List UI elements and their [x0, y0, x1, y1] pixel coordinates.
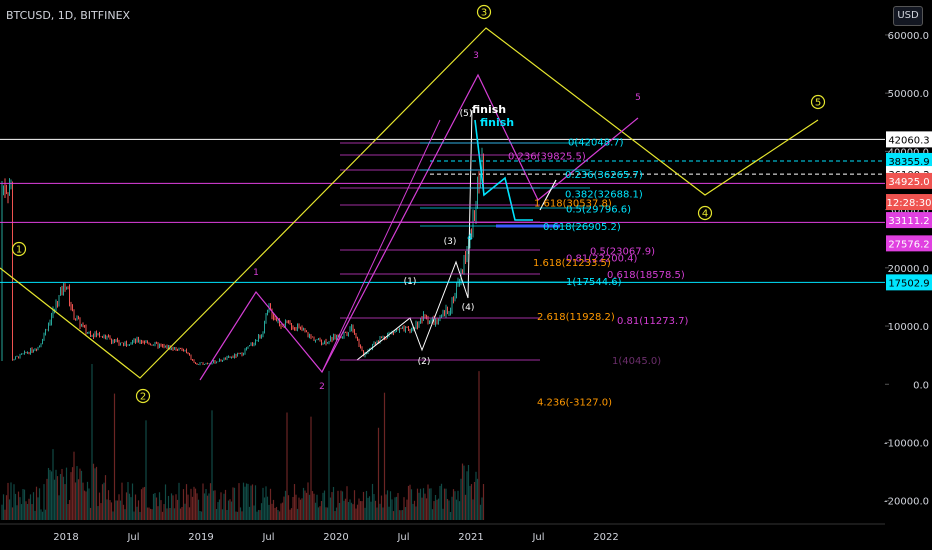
wave-label: (3)	[444, 237, 457, 247]
symbol-label: BTCUSD, 1D, BITFINEX	[6, 9, 131, 22]
wave-circle	[476, 4, 492, 20]
y-tick-label: 40000.0	[888, 147, 929, 158]
fib-label: 1.618(21233.5)	[533, 258, 611, 269]
x-tick-label: 2018	[53, 532, 78, 543]
fib-label: 0.382(32688.1)	[565, 189, 643, 200]
price-tag-bg	[886, 152, 932, 169]
price-tag: 33111.2	[888, 216, 929, 227]
fib-label: 0.618(26905.2)	[543, 222, 621, 233]
x-tick-label: Jul	[126, 532, 139, 543]
wave-label: 2	[140, 392, 146, 403]
annotation-finish: finish	[480, 116, 514, 129]
x-tick-label: 2022	[593, 532, 618, 543]
fib-label: 2.618(11928.2)	[537, 312, 615, 323]
price-tags: 42060.338355.936100.234925.012:28:303311…	[886, 131, 932, 291]
x-tick-label: Jul	[531, 532, 544, 543]
fib-label: 0.81(22200.4)	[566, 253, 638, 264]
wave-circle	[135, 388, 151, 404]
fib-label: 0.5(23067.9)	[590, 246, 655, 257]
subwave-path	[356, 109, 473, 361]
x-tick-label: Jul	[396, 532, 409, 543]
price-tag: 38355.9	[888, 157, 929, 168]
horizontal-levels	[0, 138, 885, 283]
y-tick-label: -20000.0	[884, 497, 929, 508]
y-tick-label: 10000.0	[888, 322, 929, 333]
volume-bars	[1, 363, 485, 520]
time-axis[interactable]: 2018 Jul 2019 Jul 2020 Jul 2021 Jul 2022	[0, 523, 885, 543]
wave-label: 5	[635, 93, 641, 103]
major-wave-path	[0, 27, 819, 379]
fib-labels: 0(42048.7) 0.236(36265.7) 0.382(32688.1) 0.…	[472, 103, 689, 409]
wave-label: 3	[473, 51, 479, 61]
wave-label: 2	[319, 382, 325, 392]
y-tick-label: 50000.0	[888, 89, 929, 100]
price-tag-bg	[886, 172, 932, 189]
wave-label: (4)	[462, 303, 475, 313]
wave-circle	[11, 241, 27, 257]
wave-label: (1)	[404, 277, 417, 287]
fib-label: 0.81(11273.7)	[617, 316, 689, 327]
x-tick-label: 2019	[188, 532, 213, 543]
price-tag-bg	[886, 235, 932, 252]
y-tick-label: -10000.0	[884, 438, 929, 449]
annotation-finish: finish	[472, 103, 506, 116]
fib-label: 0(42048.7)	[568, 137, 624, 148]
x-tick-label: 2020	[323, 532, 348, 543]
y-tick-label: 0.0	[913, 380, 929, 391]
price-tag-bg	[886, 194, 932, 211]
fib-label: 1(4045.0)	[612, 356, 661, 367]
wave-circle	[697, 205, 713, 221]
wave-label: (5)	[460, 109, 473, 119]
wave-label: 4	[702, 209, 708, 220]
fib-label: 1.618(30537.8)	[534, 199, 612, 210]
price-series	[1, 147, 484, 366]
price-tag: 12:28:30	[887, 198, 932, 209]
y-tick-label: 30000.0	[888, 206, 929, 217]
minor-wave-path	[199, 73, 639, 381]
wave-label: 1	[16, 245, 22, 256]
price-tag: 34925.0	[888, 177, 929, 188]
x-tick-label: Jul	[261, 532, 274, 543]
price-tag: 42060.3	[888, 135, 929, 146]
wave-label: (2)	[418, 357, 431, 367]
y-tick-label: 20000.0	[888, 264, 929, 275]
fib-label: 0.236(39825.5)	[508, 151, 586, 162]
currency-button[interactable]: USD	[893, 6, 923, 26]
wave-label: 4	[467, 233, 473, 243]
channel-line	[321, 119, 441, 373]
wave-label: 3	[481, 8, 487, 19]
price-tag-bg	[886, 131, 932, 148]
wave-label: 1	[253, 268, 259, 278]
wave-label: 5	[815, 98, 821, 109]
wave-labels: 1 2 3 4 5 1 2 3 5 (1) (2) (3) (4) (5) 4	[11, 4, 826, 404]
y-tick-label: 60000.0	[888, 31, 929, 42]
fib-label: 0.236(36265.7)	[565, 170, 643, 181]
projection-up	[539, 179, 557, 211]
price-tag: 27576.2	[888, 239, 929, 250]
x-tick-label: 2021	[458, 532, 483, 543]
wave-circle	[810, 94, 826, 110]
fib-label: 1(17544.6)	[566, 277, 622, 288]
fib-label: 0.5(29796.6)	[566, 204, 631, 215]
elliott-drawings	[0, 27, 819, 381]
price-tag: 17502.9	[888, 278, 929, 289]
fib-label: 4.236(-3127.0)	[537, 398, 612, 409]
fib-label: 0.618(18578.5)	[607, 270, 685, 281]
price-tag-bg	[886, 274, 932, 291]
price-tag-bg	[886, 212, 932, 229]
